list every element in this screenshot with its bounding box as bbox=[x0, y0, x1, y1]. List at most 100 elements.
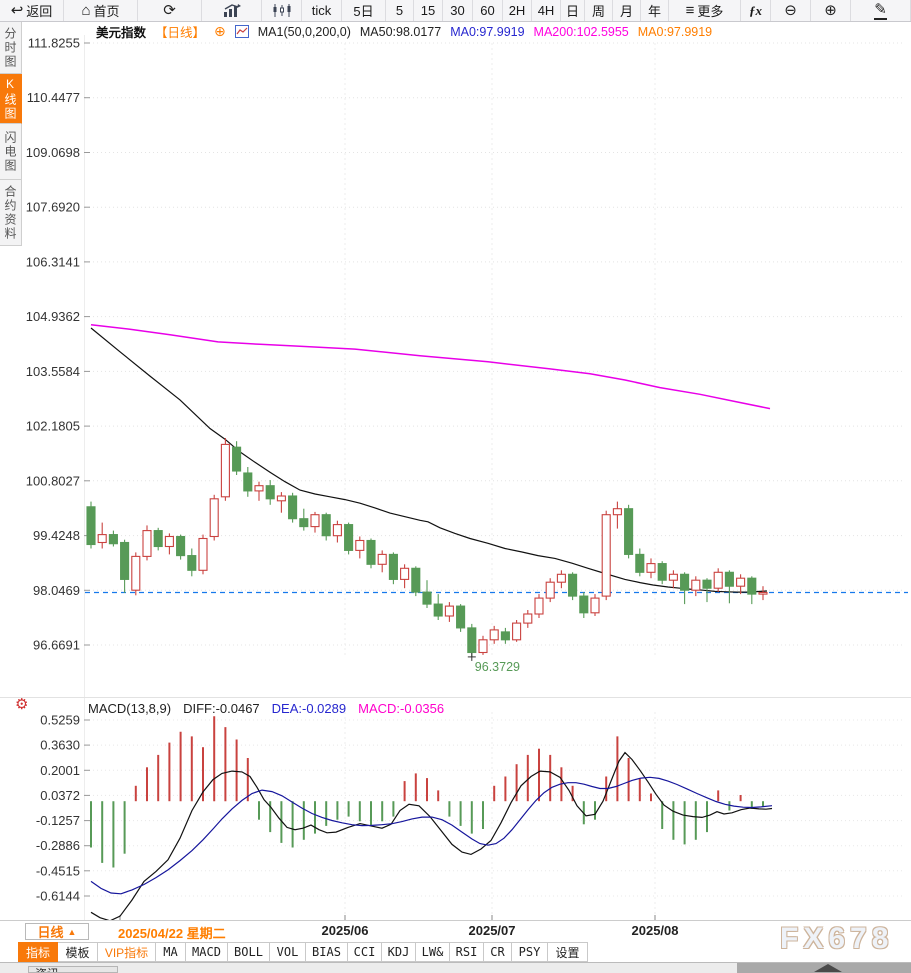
macd-diff-value: DIFF:-0.0467 bbox=[183, 701, 260, 716]
x-axis-label-1: 2025/04/22 星期二 bbox=[118, 926, 226, 941]
price-axis-label: 99.4248 bbox=[33, 528, 80, 543]
candlestick-button[interactable] bbox=[262, 0, 302, 21]
indicator-tab-cci[interactable]: CCI bbox=[348, 942, 382, 962]
more-icon: ≡ bbox=[685, 2, 695, 19]
price-axis-label: 106.3141 bbox=[26, 254, 80, 269]
draw-icon: ✎ bbox=[874, 0, 887, 20]
add-indicator-icon[interactable]: ⊕ bbox=[214, 23, 226, 39]
price-axis-label: 98.0469 bbox=[33, 583, 80, 598]
price-axis-label: 104.9362 bbox=[26, 309, 80, 324]
watermark: FX678 bbox=[780, 922, 894, 955]
interval-60-label: 60 bbox=[480, 3, 495, 18]
candlestick-series bbox=[86, 438, 768, 657]
ma50-value: MA50:98.0177 bbox=[359, 24, 442, 39]
indicator-tab-psy[interactable]: PSY bbox=[512, 942, 548, 962]
indicator-tab-vip指标[interactable]: VIP指标 bbox=[98, 942, 156, 962]
more-label: 更多 bbox=[697, 4, 724, 19]
interval-4h-button[interactable]: 4H bbox=[532, 0, 561, 21]
indicator-tab-ma[interactable]: MA bbox=[156, 942, 186, 962]
interval-4h-label: 4H bbox=[537, 3, 555, 18]
interval-year-button[interactable]: 年 bbox=[641, 0, 669, 21]
back-icon: ↩ bbox=[10, 2, 24, 19]
macd-axis-label: -0.1257 bbox=[36, 813, 80, 828]
fx-label: ƒx bbox=[749, 2, 762, 18]
ma0-value-orange: MA0:97.9919 bbox=[637, 24, 713, 39]
top-toolbar: ↩ 返回 ⌂ 首页 ⟳ tick 5日 5 15 30 60 2H 4H 日周月年 ≡ 更多 ƒx ⊖ ⊕ ✎ bbox=[0, 0, 911, 22]
interval-30-button[interactable]: 30 bbox=[443, 0, 473, 21]
bar-chart-button[interactable] bbox=[202, 0, 262, 21]
axis-border bbox=[84, 35, 85, 920]
back-button[interactable]: ↩ 返回 bbox=[0, 0, 64, 21]
indicator-tab-boll[interactable]: BOLL bbox=[228, 942, 270, 962]
interval-week-button[interactable]: 周 bbox=[585, 0, 613, 21]
indicator-tab-指标[interactable]: 指标 bbox=[18, 942, 58, 962]
ma50-line bbox=[90, 327, 768, 593]
price-axis-label: 103.5584 bbox=[26, 364, 80, 379]
indicator-tab-macd[interactable]: MACD bbox=[186, 942, 228, 962]
macd-axis-label: -0.4515 bbox=[36, 863, 80, 878]
left-sidebar: 分时图 K线图 闪电图 合约资料 bbox=[0, 22, 22, 246]
period-label[interactable]: 【日线】 bbox=[155, 26, 206, 40]
macd-title[interactable]: MACD(13,8,9) bbox=[88, 701, 172, 716]
candlestick-icon bbox=[271, 3, 293, 18]
ma-settings-label[interactable]: MA1(50,0,200,0) bbox=[257, 24, 351, 39]
interval-2h-label: 2H bbox=[508, 3, 526, 18]
interval-month-button[interactable]: 月 bbox=[613, 0, 641, 21]
sidebar-item-4[interactable]: 合约资料 bbox=[0, 180, 22, 246]
ma200-line bbox=[90, 324, 771, 410]
interval-60-button[interactable]: 60 bbox=[473, 0, 503, 21]
draw-button[interactable]: ✎ bbox=[851, 0, 911, 21]
chart-title-bar: 美元指数 【日线】 ⊕ MA1(50,0,200,0) MA50:98.0177… bbox=[96, 23, 712, 40]
indicator-icon[interactable] bbox=[234, 25, 249, 38]
indicator-tab-vol[interactable]: VOL bbox=[270, 942, 306, 962]
sidebar-item-1[interactable]: 分时图 bbox=[0, 22, 22, 74]
indicator-tab-bias[interactable]: BIAS bbox=[306, 942, 348, 962]
macd-axis-label: 0.5259 bbox=[40, 713, 80, 728]
indicator-tab-bar: 指标 模板 VIP指标 MA MACD BOLL VOL BIAS CCI KDJ LW& RSI CR… bbox=[18, 942, 588, 962]
macd-axis-label: 0.3630 bbox=[40, 738, 80, 753]
interval-5d-button[interactable]: 5日 bbox=[342, 0, 386, 21]
refresh-icon: ⟳ bbox=[163, 2, 176, 19]
fx-button[interactable]: ƒx bbox=[741, 0, 771, 21]
indicator-tab-lw[interactable]: LW& bbox=[416, 942, 450, 962]
macd-dea-line bbox=[90, 776, 773, 895]
macd-dea-value: DEA:-0.0289 bbox=[271, 701, 347, 716]
zoom-out-button[interactable]: ⊖ bbox=[771, 0, 811, 21]
x-axis-label-3: 2025/07 bbox=[468, 923, 516, 938]
scrollbar-up-arrow-icon[interactable] bbox=[814, 964, 842, 972]
interval-day-label: 日 bbox=[565, 4, 579, 19]
indicator-tab-cr[interactable]: CR bbox=[484, 942, 512, 962]
price-axis-label: 100.8027 bbox=[26, 473, 80, 488]
more-button[interactable]: ≡ 更多 bbox=[669, 0, 741, 21]
news-tab-partial[interactable]: 资讯 bbox=[28, 966, 118, 973]
indicator-tab-设置[interactable]: 设置 bbox=[548, 942, 588, 962]
bottom-strip bbox=[0, 962, 911, 973]
indicator-tab-kdj[interactable]: KDJ bbox=[382, 942, 416, 962]
interval-day-button[interactable]: 日 bbox=[561, 0, 585, 21]
tick-label: tick bbox=[311, 3, 332, 18]
indicator-tab-模板[interactable]: 模板 bbox=[58, 942, 98, 962]
tick-button[interactable]: tick bbox=[302, 0, 342, 21]
x-axis-label-2: 2025/06 bbox=[321, 923, 369, 938]
zoom-in-button[interactable]: ⊕ bbox=[811, 0, 851, 21]
interval-2h-button[interactable]: 2H bbox=[503, 0, 532, 21]
back-label: 返回 bbox=[26, 4, 53, 19]
sidebar-item-3[interactable]: 闪电图 bbox=[0, 124, 22, 180]
price-axis-label: 109.0698 bbox=[26, 145, 80, 160]
chart-canvas[interactable]: 111.8255 110.4477 109.0698 107.6920 106.3141… bbox=[0, 0, 911, 920]
macd-axis-label: 0.0372 bbox=[40, 788, 80, 803]
interval-15-button[interactable]: 15 bbox=[414, 0, 443, 21]
macd-settings-icon[interactable]: ⚙ bbox=[15, 696, 29, 713]
ma0-value-blue: MA0:97.9919 bbox=[450, 24, 525, 39]
interval-5-button[interactable]: 5 bbox=[386, 0, 414, 21]
home-button[interactable]: ⌂ 首页 bbox=[64, 0, 138, 21]
refresh-button[interactable]: ⟳ bbox=[138, 0, 202, 21]
macd-axis-label: -0.6144 bbox=[36, 889, 80, 904]
interval-month-label: 月 bbox=[619, 4, 633, 19]
period-selector-button[interactable]: 日线 ▲ bbox=[25, 923, 89, 940]
indicator-tab-rsi[interactable]: RSI bbox=[450, 942, 484, 962]
macd-axis-label: 0.2001 bbox=[40, 763, 80, 778]
sidebar-item-2[interactable]: K线图 bbox=[0, 74, 22, 124]
low-price-label: 96.3729 bbox=[475, 660, 520, 674]
interval-30-label: 30 bbox=[450, 3, 465, 18]
